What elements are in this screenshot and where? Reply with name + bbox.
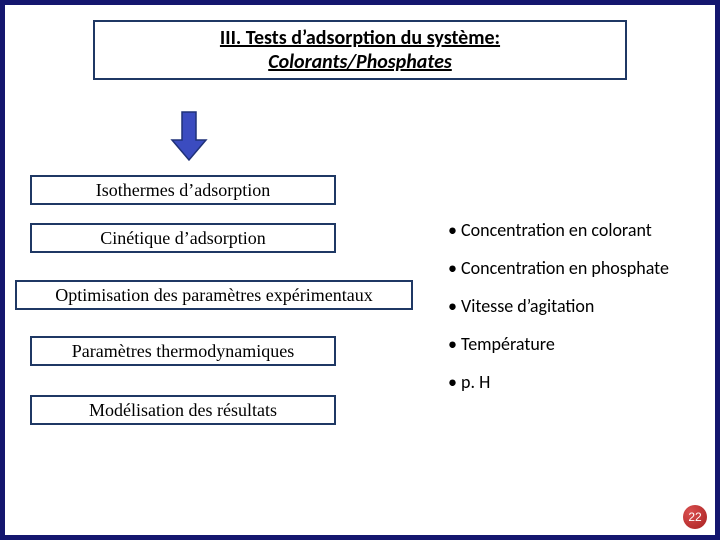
content-box: Optimisation des paramètres expérimentau… [15,280,413,310]
content-box: Isothermes d’adsorption [30,175,336,205]
content-box: Modélisation des résultats [30,395,336,425]
bullet-item: • Température [448,333,713,355]
title-line2: Colorants/Phosphates [268,50,452,74]
down-arrow-icon [170,110,208,162]
page-number-badge: 22 [683,505,707,529]
content-box: Cinétique d’adsorption [30,223,336,253]
title-box: III. Tests d’adsorption du système: Colo… [93,20,627,80]
content-box: Paramètres thermodynamiques [30,336,336,366]
bullet-list: • Concentration en colorant • Concentrati… [448,219,713,409]
title-line1: III. Tests d’adsorption du système: [220,26,500,50]
bullet-item: • Vitesse d’agitation [448,295,713,317]
bullet-item: • Concentration en phosphate [448,257,713,279]
bullet-item: • Concentration en colorant [448,219,713,241]
bullet-item: • p. H [448,371,713,393]
